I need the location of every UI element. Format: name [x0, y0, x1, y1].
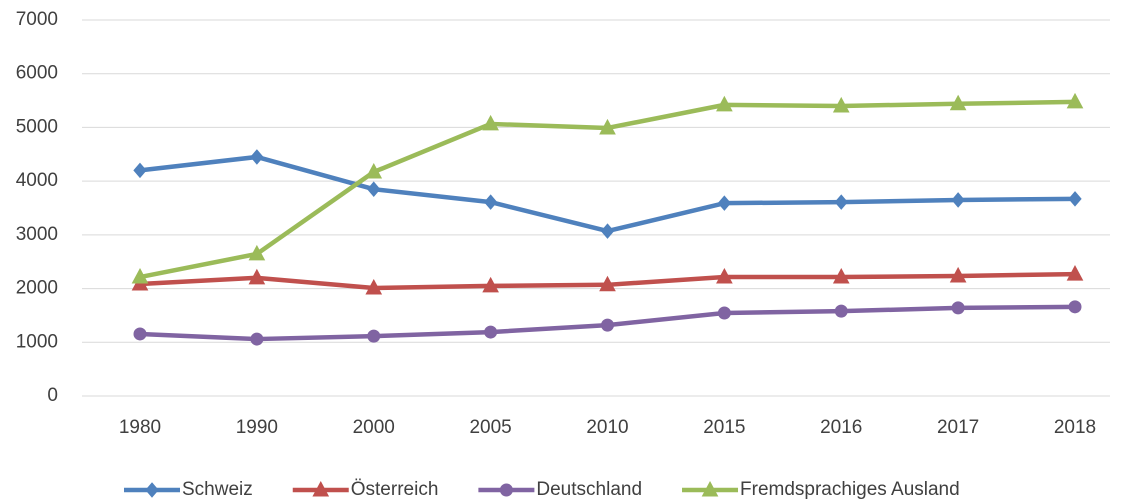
- legend-label: Fremdsprachiges Ausland: [740, 479, 960, 500]
- data-point: [365, 278, 383, 295]
- y-tick-label: 5000: [16, 116, 58, 137]
- data-point: [484, 325, 498, 339]
- data-point: [248, 244, 266, 261]
- y-tick-label: 0: [47, 385, 58, 406]
- legend-label: Schweiz: [182, 479, 253, 500]
- data-point: [482, 114, 499, 131]
- legend-marker: [701, 480, 719, 497]
- legend-label: Deutschland: [536, 479, 642, 500]
- x-tick-label: 2005: [469, 417, 511, 438]
- data-point: [1066, 92, 1084, 109]
- data-point: [250, 332, 264, 346]
- data-point: [1068, 300, 1082, 314]
- legend-marker: [499, 483, 513, 497]
- y-tick-label: 7000: [16, 9, 58, 30]
- legend-marker: [312, 480, 330, 497]
- data-point: [600, 223, 615, 239]
- data-point: [599, 118, 616, 135]
- y-tick-label: 1000: [16, 331, 58, 352]
- x-tick-label: 2010: [586, 417, 628, 438]
- data-point: [367, 329, 381, 343]
- data-point: [601, 318, 614, 332]
- data-point: [949, 266, 967, 283]
- data-point: [951, 301, 965, 315]
- y-tick-label: 6000: [16, 63, 58, 84]
- data-point: [1066, 265, 1084, 281]
- data-point: [482, 276, 499, 293]
- data-point: [717, 195, 732, 211]
- data-point: [716, 267, 733, 284]
- x-tick-label: 1980: [119, 417, 161, 438]
- data-point: [133, 162, 147, 179]
- data-point: [951, 192, 965, 208]
- x-tick-label: 2000: [353, 417, 395, 438]
- data-point: [832, 96, 850, 113]
- x-tick-label: 1990: [236, 417, 278, 438]
- legend-label: Österreich: [351, 479, 439, 500]
- data-point: [365, 162, 383, 179]
- legend-marker: [145, 482, 159, 498]
- data-point: [483, 194, 498, 210]
- data-point: [949, 94, 967, 111]
- series-line: [139, 154, 1076, 234]
- data-point: [599, 275, 616, 292]
- y-tick-label: 2000: [16, 278, 58, 299]
- x-tick-label: 2015: [703, 417, 745, 438]
- data-point: [131, 267, 149, 284]
- x-tick-label: 2018: [1054, 417, 1096, 438]
- data-point: [250, 149, 264, 165]
- x-tick-label: 2017: [937, 417, 979, 438]
- x-tick-label: 2016: [820, 417, 862, 438]
- y-tick-label: 4000: [16, 170, 58, 191]
- data-point: [716, 95, 733, 112]
- data-point: [133, 327, 147, 341]
- data-point: [717, 306, 731, 320]
- data-point: [1068, 191, 1082, 207]
- data-point: [367, 181, 381, 197]
- data-point: [832, 267, 850, 284]
- data-point: [834, 194, 848, 210]
- y-tick-label: 3000: [16, 224, 58, 245]
- data-point: [248, 268, 266, 285]
- data-point: [834, 304, 848, 318]
